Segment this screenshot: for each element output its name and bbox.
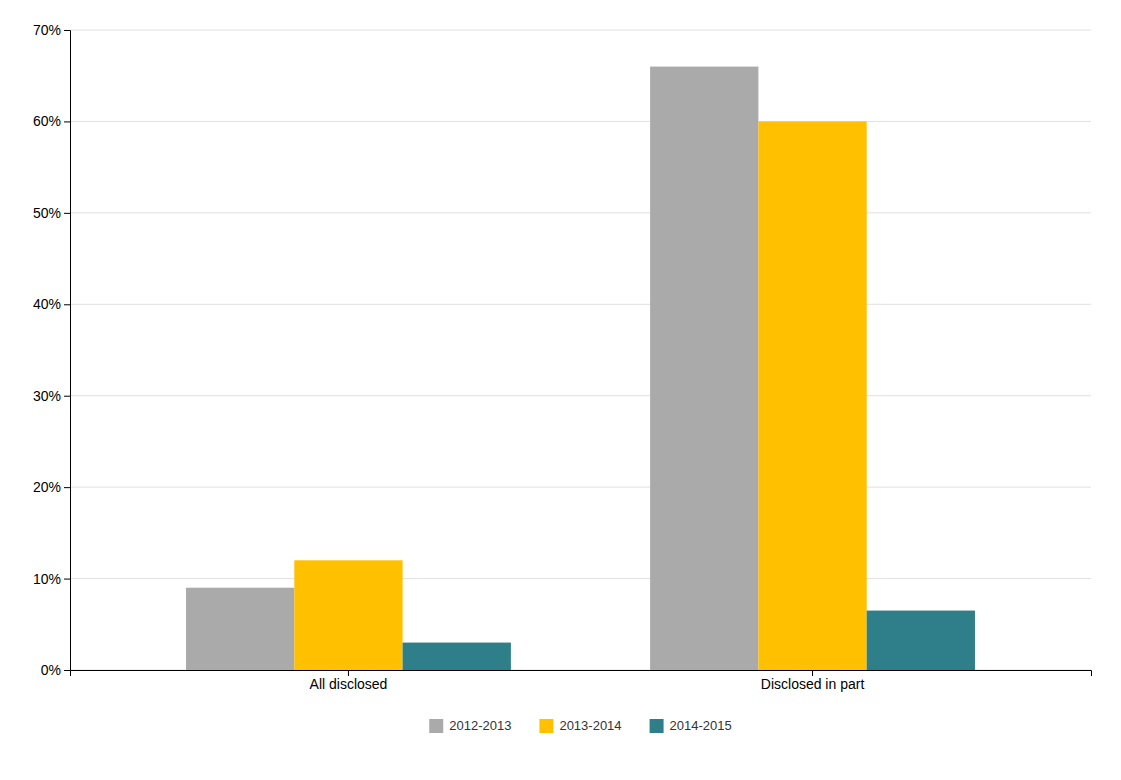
grid-line	[70, 578, 1091, 579]
y-tick-label: 0%	[41, 662, 61, 678]
x-tick: All disclosed	[310, 670, 388, 692]
legend-item: 2012-2013	[429, 718, 511, 733]
y-tick-mark	[64, 487, 70, 488]
grid-line	[70, 30, 1091, 31]
grid-line	[70, 395, 1091, 396]
x-tick: Disclosed in part	[761, 670, 865, 692]
bar-series	[186, 67, 758, 670]
grid-line	[70, 304, 1091, 305]
bar	[867, 611, 975, 670]
y-tick-label: 40%	[33, 296, 61, 312]
y-tick: 40%	[33, 296, 70, 312]
y-tick-label: 70%	[33, 22, 61, 38]
bar	[758, 121, 866, 670]
bar	[650, 67, 758, 670]
y-tick-mark	[64, 121, 70, 122]
y-tick-label: 30%	[33, 388, 61, 404]
y-tick-label: 10%	[33, 571, 61, 587]
grid	[70, 30, 1091, 670]
legend-label: 2013-2014	[559, 718, 621, 733]
legend-swatch	[429, 719, 443, 733]
y-tick-mark	[64, 304, 70, 305]
y-tick: 20%	[33, 479, 70, 495]
y-axis-line	[64, 31, 71, 671]
y-tick-mark	[64, 30, 70, 31]
y-tick-mark	[64, 579, 70, 580]
legend-swatch	[539, 719, 553, 733]
grid-line	[70, 212, 1091, 213]
legend-swatch	[650, 719, 664, 733]
legend-label: 2012-2013	[449, 718, 511, 733]
legend: 2012-2013 2013-2014 2014-2015	[429, 718, 732, 733]
y-tick: 70%	[33, 22, 70, 38]
y-tick: 30%	[33, 388, 70, 404]
x-tick-label: All disclosed	[310, 676, 388, 692]
plot: 0% 10% 20% 30% 40% 50% 60% 70% All disclosed Disc…	[33, 22, 1092, 692]
y-tick-mark	[64, 670, 70, 671]
y-tick: 0%	[41, 662, 70, 678]
x-tick-label: Disclosed in part	[761, 676, 865, 692]
y-tick-label: 50%	[33, 205, 61, 221]
legend-item: 2013-2014	[539, 718, 621, 733]
y-tick: 10%	[33, 571, 70, 587]
bar	[186, 588, 294, 670]
chart: 0% 10% 20% 30% 40% 50% 60% 70% All disclosed Disc…	[0, 0, 1121, 780]
grid-line	[70, 487, 1091, 488]
legend-item: 2014-2015	[650, 718, 732, 733]
bar-series	[294, 121, 866, 670]
y-tick: 50%	[33, 205, 70, 221]
bar-series	[403, 611, 975, 670]
x-axis: All disclosed Disclosed in part	[71, 670, 1092, 692]
y-tick-label: 60%	[33, 113, 61, 129]
bar	[294, 560, 402, 670]
y-tick-mark	[64, 396, 70, 397]
grid-line	[70, 121, 1091, 122]
y-axis: 0% 10% 20% 30% 40% 50% 60% 70%	[33, 22, 71, 678]
legend-label: 2014-2015	[670, 718, 732, 733]
y-tick-label: 20%	[33, 479, 61, 495]
bar	[403, 643, 511, 670]
bars	[186, 67, 975, 670]
x-axis-line	[71, 671, 1092, 677]
y-tick-mark	[64, 213, 70, 214]
y-tick: 60%	[33, 113, 70, 129]
